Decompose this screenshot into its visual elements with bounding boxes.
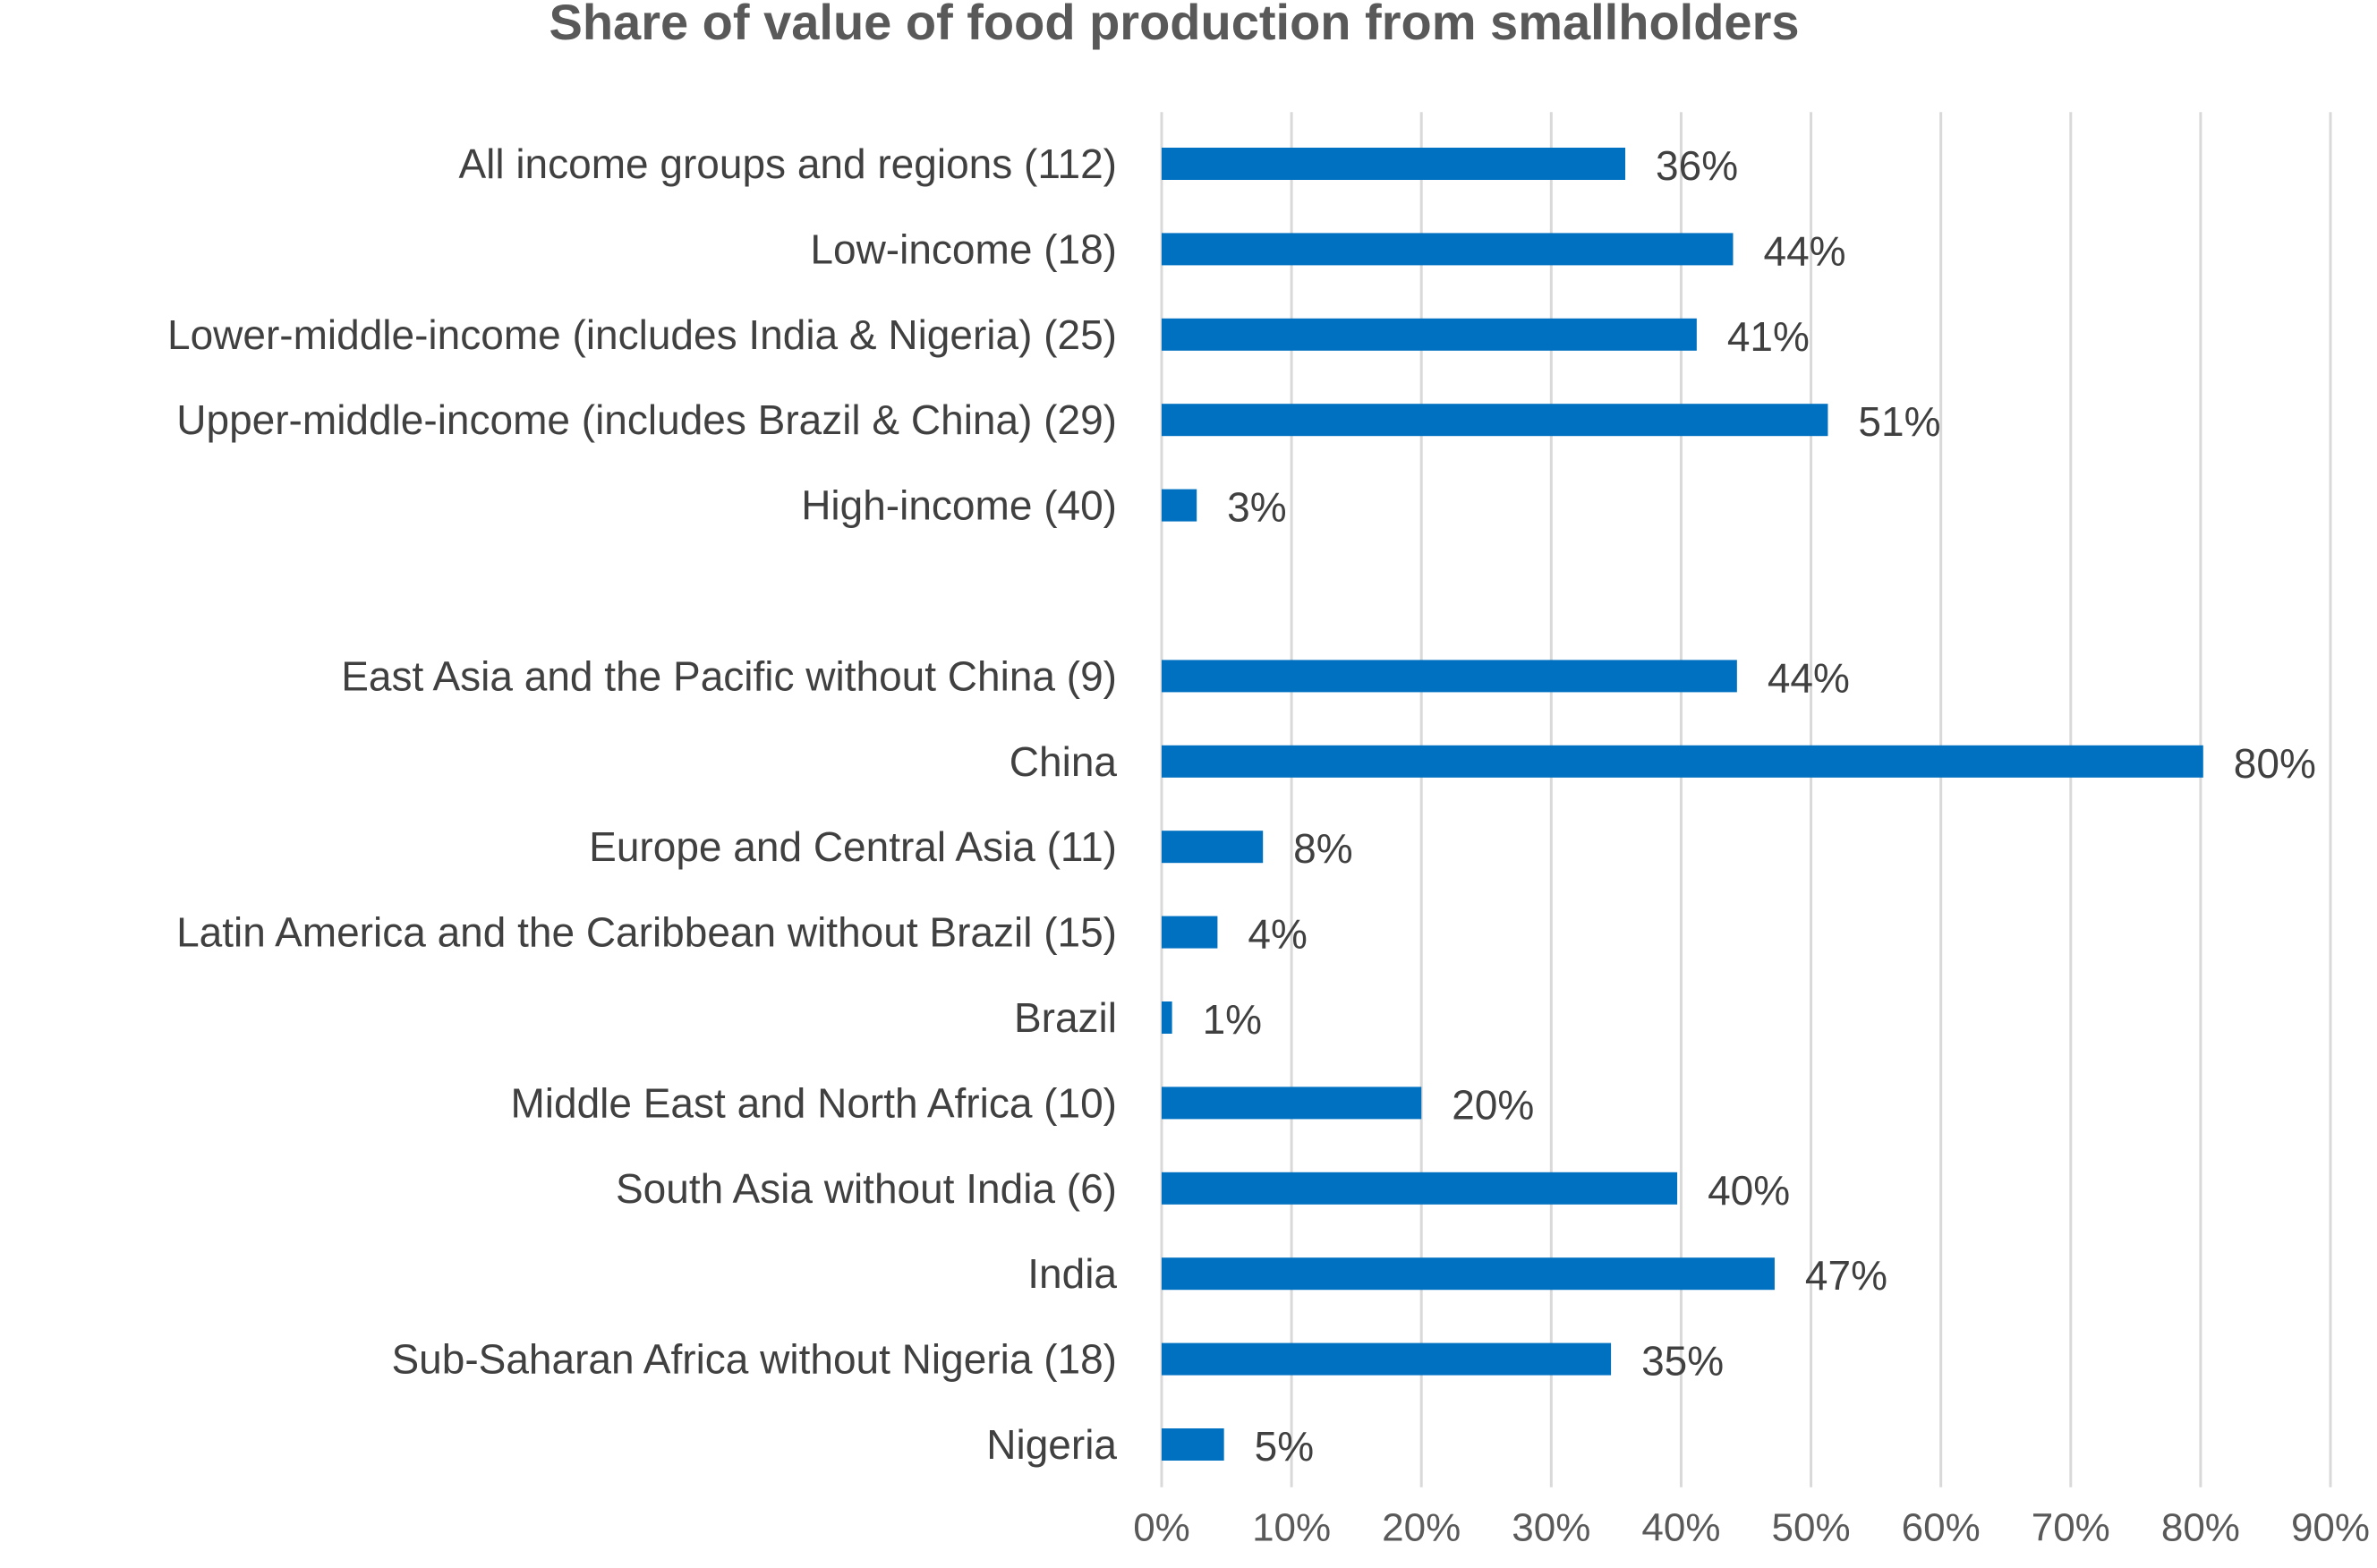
data-label: 5% [1255,1423,1314,1470]
bar [1162,1428,1224,1461]
category-label: China [1010,738,1118,785]
x-tick-label: 10% [1252,1506,1331,1550]
data-label: 80% [2234,740,2316,787]
bar [1162,489,1197,522]
category-label: Middle East and North Africa (10) [510,1079,1117,1126]
data-label: 44% [1768,654,1850,701]
data-label: 20% [1452,1081,1534,1128]
category-label: All income groups and regions (112) [458,141,1117,187]
category-label: Upper-middle-income (includes Brazil & C… [176,396,1117,443]
category-labels: All income groups and regions (112) Low-i… [167,141,1117,1468]
x-tick-label: 60% [1902,1506,1981,1550]
bar [1162,1257,1775,1291]
bar [1162,1342,1612,1376]
chart-title: Share of value of food production from s… [549,0,1799,50]
data-label: 47% [1805,1252,1887,1299]
category-label: East Asia and the Pacific without China … [341,652,1117,699]
category-label: High-income (40) [801,482,1117,529]
x-tick-label: 40% [1641,1506,1720,1550]
x-tick-label: 90% [2291,1506,2370,1550]
data-label: 8% [1293,825,1352,872]
category-label: Low-income (18) [810,226,1117,272]
category-label: Brazil [1014,994,1117,1041]
category-label: South Asia without India (6) [616,1165,1117,1212]
x-tick-label: 70% [2032,1506,2110,1550]
bar [1162,745,2203,778]
bar [1162,148,1626,180]
data-label: 40% [1708,1167,1790,1214]
x-tick-label: 80% [2161,1506,2240,1550]
bars [1162,148,2203,1461]
x-tick-label: 0% [1133,1506,1190,1550]
bar [1162,1087,1422,1120]
bar [1162,318,1697,351]
category-label: Latin America and the Caribbean without … [176,909,1117,956]
data-label: 3% [1227,484,1286,531]
category-label: Europe and Central Asia (11) [589,823,1117,870]
category-label: India [1027,1250,1117,1297]
data-label: 1% [1203,996,1262,1043]
bar [1162,1001,1172,1034]
bar [1162,916,1218,949]
x-tick-label: 30% [1512,1506,1590,1550]
bar [1162,660,1737,693]
data-label: 35% [1641,1338,1724,1385]
bar [1162,404,1828,437]
data-label: 41% [1727,313,1810,360]
category-label: Lower-middle-income (includes India & Ni… [167,311,1117,358]
category-label: Sub-Saharan Africa without Nigeria (18) [391,1336,1117,1383]
data-label: 44% [1763,227,1845,274]
bar [1162,233,1734,266]
data-label: 51% [1858,398,1940,445]
data-labels: 36% 44% 41% 51% 3% 44% 80% 8% 4% 1% 20% 40% 47% 35% 5% [1203,142,2316,1470]
bar [1162,1172,1678,1205]
data-label: 36% [1656,142,1738,189]
data-label: 4% [1248,911,1307,958]
bar [1162,831,1264,864]
category-label: Nigeria [986,1421,1117,1468]
x-tick-label: 50% [1772,1506,1851,1550]
x-tick-label: 20% [1382,1506,1461,1550]
x-axis-tick-labels: 0% 10% 20% 30% 40% 50% 60% 70% 80% 90% [1133,1506,2370,1550]
